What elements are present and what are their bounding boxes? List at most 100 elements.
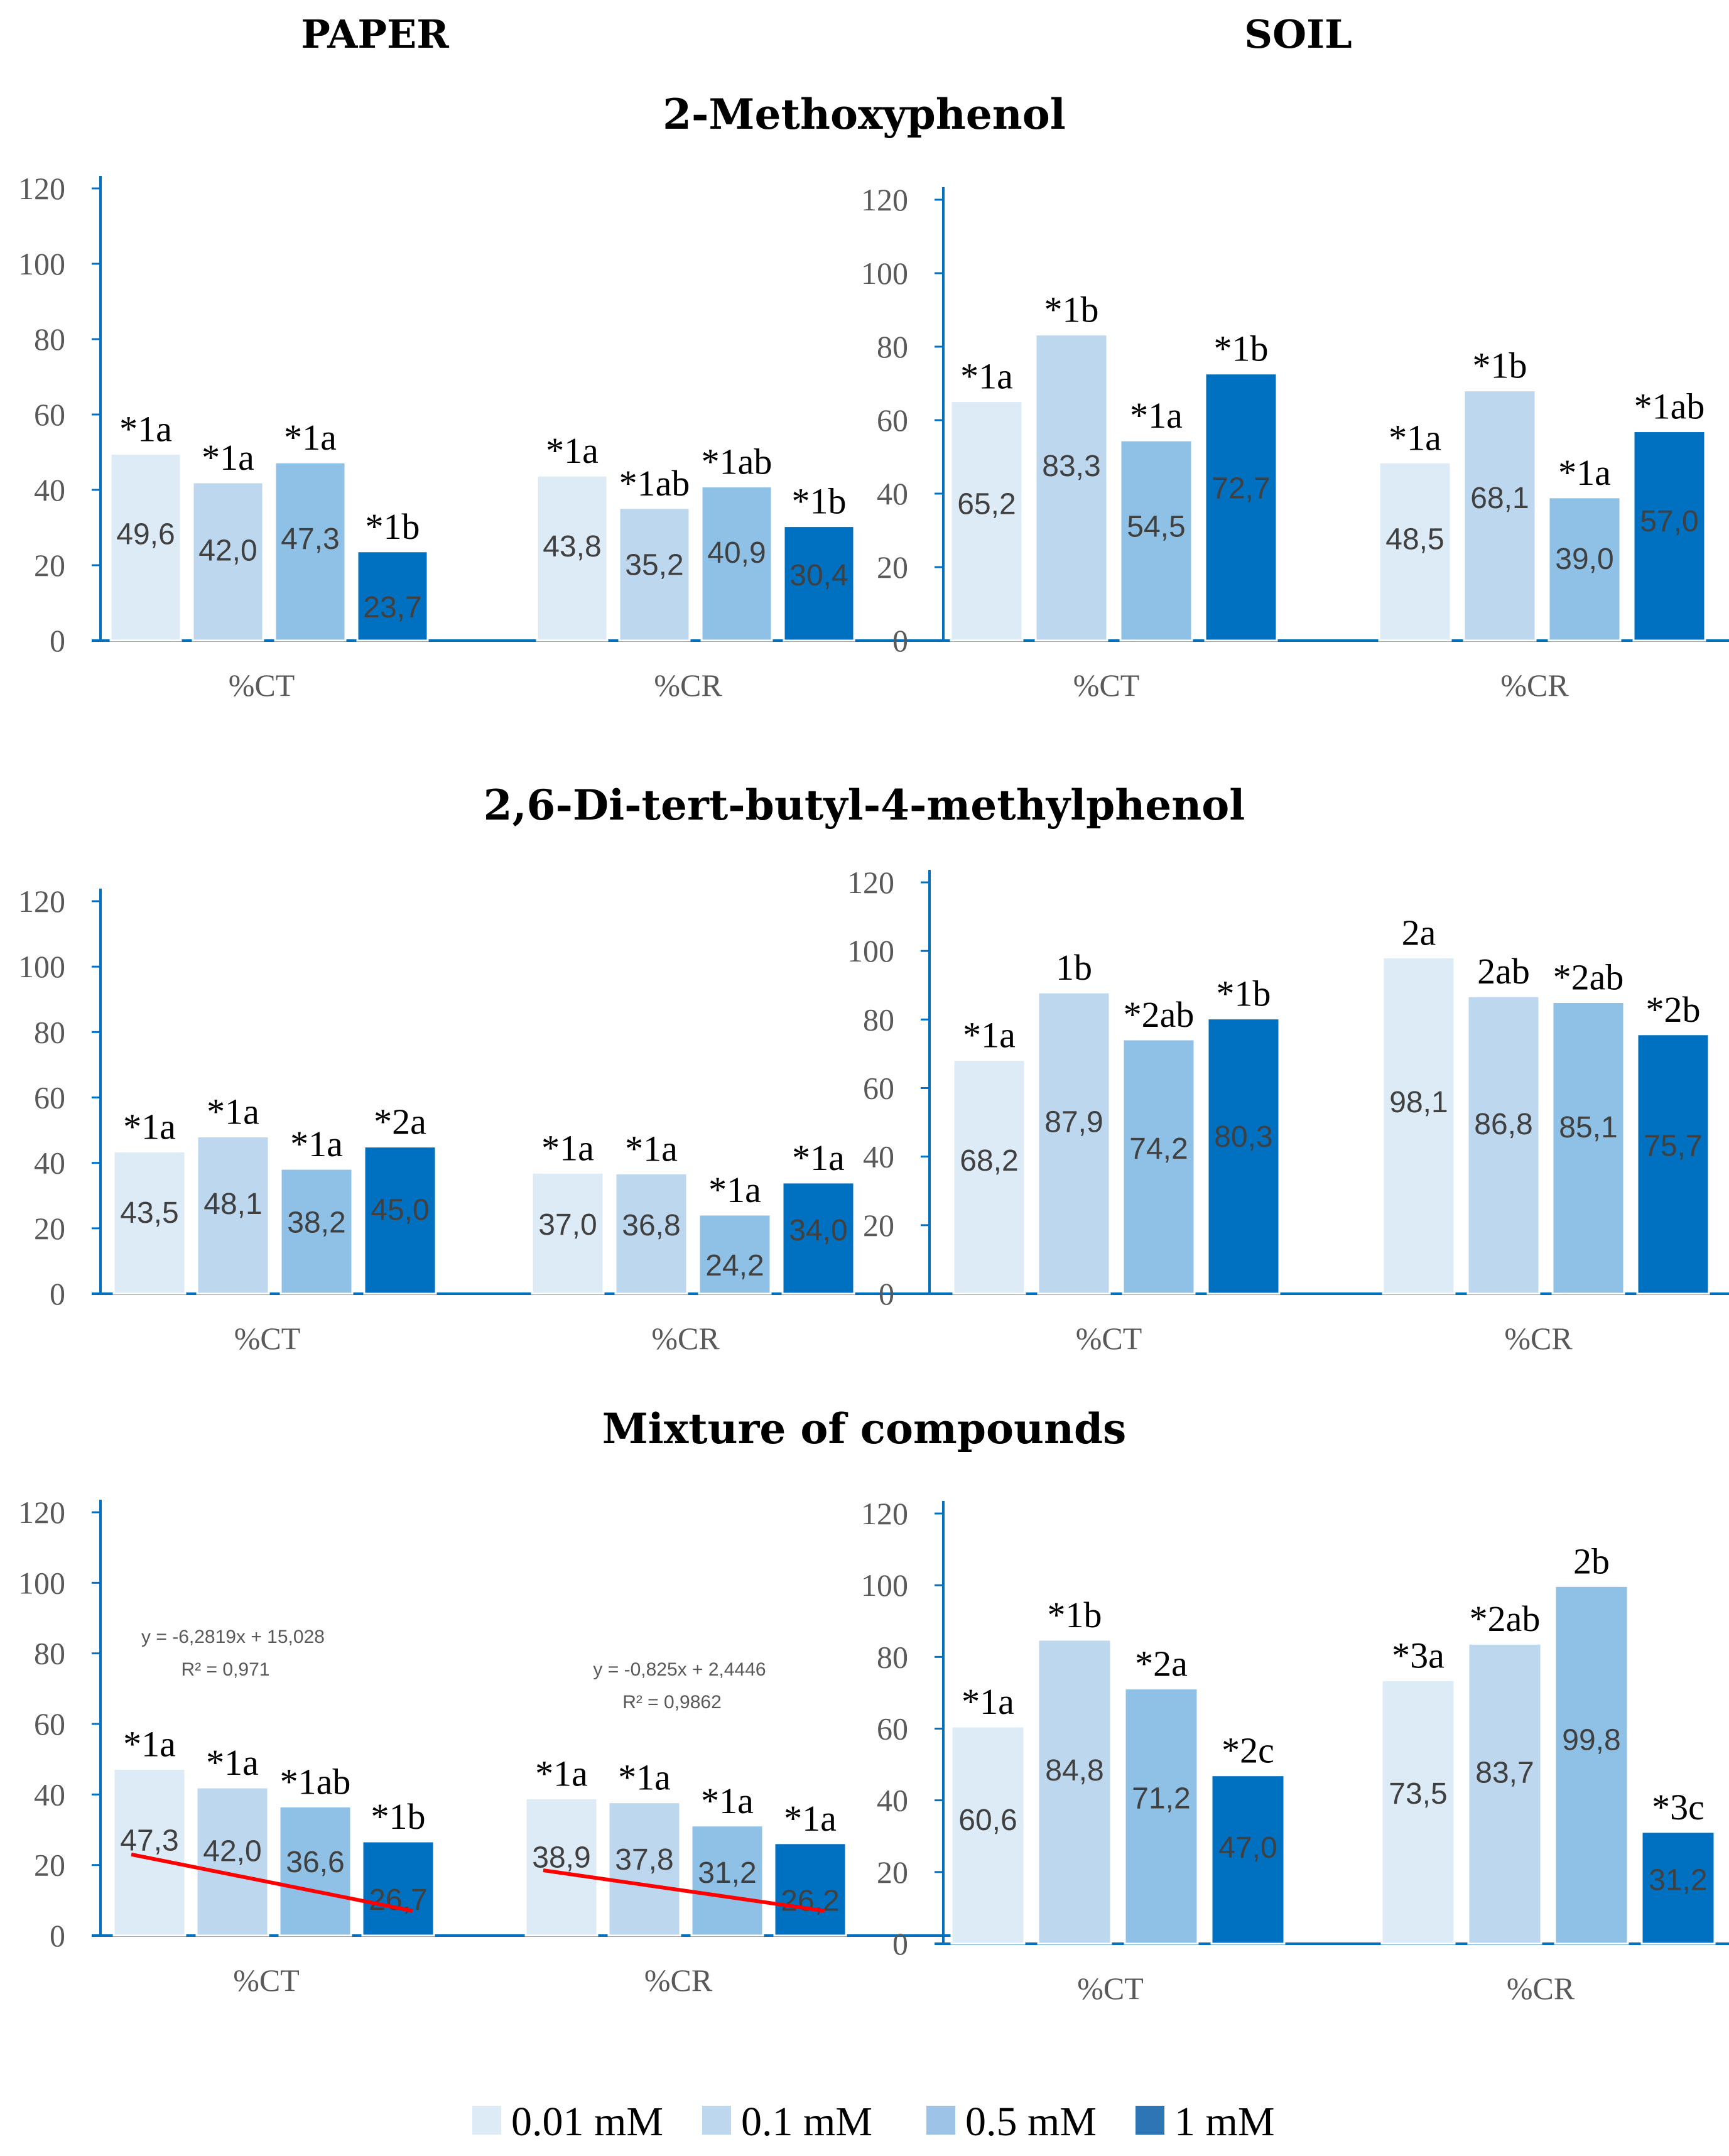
legend-label: 0.01 mM [511, 2099, 663, 2145]
y-tick-label: 80 [877, 1639, 908, 1674]
row-title-mixture: Mixture of compounds [602, 1404, 1127, 1453]
y-tick-label: 80 [863, 1002, 894, 1037]
y-tick-label: 20 [863, 1208, 894, 1243]
y-tick-label: 40 [34, 1777, 65, 1812]
y-tick-label: 120 [861, 1496, 908, 1531]
chart-panel-soil-1: 0 20 40 60 80 100 120 65,2 *1a 83,3 *1b 54,5 *1a 72,7… [861, 182, 1729, 703]
bar-cr-2 [1463, 389, 1537, 642]
significance-label: *1a [535, 1753, 588, 1794]
bar-cr-3 [1554, 1584, 1629, 1945]
significance-label: *1b [1217, 973, 1271, 1014]
value-label: 42,0 [203, 1835, 261, 1868]
bar-ct-1 [950, 400, 1024, 642]
category-label: %CT [1073, 668, 1140, 703]
charts: 0 20 40 60 80 100 120 49,6 *1a 42,0 *1a 47,3 *1a 23,7… [18, 171, 1729, 2006]
bar-ct-4 [1204, 372, 1278, 642]
bar-ct-4 [1206, 1017, 1281, 1295]
category-label: %CR [654, 668, 722, 703]
legend: 0.01 mM 0.1 mM 0.5 mM 1 mM [472, 2099, 1275, 2145]
y-tick-label: 60 [877, 1711, 908, 1747]
significance-label: *1a [202, 437, 254, 478]
significance-label: *1b [366, 506, 420, 547]
value-label: 68,2 [960, 1144, 1018, 1178]
significance-label: *1a [618, 1757, 671, 1798]
bar-cr-4 [1636, 1033, 1710, 1295]
value-label: 26,2 [781, 1884, 839, 1917]
y-tick-label: 100 [861, 1568, 908, 1603]
significance-label: *1b [1044, 290, 1099, 330]
column-title-paper: PAPER [301, 11, 449, 57]
value-label: 57,0 [1640, 505, 1698, 538]
y-tick-label: 20 [34, 1211, 65, 1246]
value-label: 86,8 [1474, 1108, 1532, 1141]
value-label: 43,5 [120, 1196, 178, 1230]
y-tick-label: 120 [847, 865, 894, 900]
bar-cr-3 [700, 485, 773, 642]
legend-swatch [926, 2106, 955, 2135]
value-label: 71,2 [1132, 1782, 1190, 1815]
legend-label: 0.5 mM [965, 2099, 1097, 2145]
row-title-bht: 2,6-Di-tert-butyl-4-methylphenol [484, 781, 1245, 830]
legend-swatch [472, 2106, 501, 2135]
bar-cr-2 [1466, 995, 1541, 1295]
value-label: 38,2 [287, 1206, 345, 1240]
bar-cr-1 [1380, 1679, 1456, 1945]
bar-ct-1 [952, 1059, 1026, 1295]
value-label: 42,0 [198, 534, 257, 567]
value-label: 36,6 [286, 1846, 344, 1879]
y-tick-label: 40 [34, 472, 65, 507]
significance-label: *1a [784, 1798, 837, 1839]
value-label: 47,3 [281, 523, 339, 556]
value-label: 49,6 [116, 517, 175, 551]
y-tick-label: 0 [892, 623, 908, 658]
significance-label: *2c [1222, 1730, 1274, 1771]
bar-cr-4 [783, 525, 855, 642]
category-label: %CR [651, 1321, 720, 1356]
y-tick-label: 60 [34, 1080, 65, 1115]
bar-ct-3 [278, 1805, 352, 1937]
category-label: %CR [644, 1963, 713, 1998]
significance-label: *1a [123, 1106, 176, 1147]
category-label: %CR [1504, 1321, 1573, 1356]
significance-label: 2ab [1477, 951, 1530, 992]
value-label: 23,7 [363, 591, 421, 624]
category-label: %CR [1507, 1971, 1575, 2006]
value-label: 48,1 [203, 1188, 262, 1221]
bar-cr-2 [1467, 1642, 1542, 1945]
significance-label: *2b [1646, 989, 1701, 1030]
y-tick-label: 0 [892, 1926, 908, 1961]
significance-label: *1a [119, 408, 172, 449]
y-tick-label: 100 [18, 246, 65, 281]
significance-label: *1a [962, 1681, 1014, 1722]
trendline [131, 1852, 413, 1913]
significance-label: *3c [1652, 1787, 1705, 1828]
bar-cr-3 [1551, 1000, 1625, 1295]
y-tick-label: 100 [18, 1565, 65, 1600]
value-label: 39,0 [1555, 543, 1613, 576]
significance-label: *1ab [702, 441, 772, 482]
bar-cr-4 [773, 1842, 847, 1937]
chart-panel-paper-2: 0 20 40 60 80 100 120 43,5 *1a 48,1 *1a 38,2 *1a 45,0… [18, 884, 955, 1356]
y-tick-label: 100 [847, 933, 894, 968]
bar-ct-2 [1037, 1639, 1112, 1945]
y-tick-label: 120 [18, 171, 65, 206]
bar-ct-2 [1034, 333, 1108, 642]
significance-label: *1b [1214, 328, 1269, 369]
significance-label: *1a [792, 1137, 845, 1178]
y-tick-label: 120 [18, 1495, 65, 1530]
significance-label: 1b [1056, 947, 1092, 988]
value-label: 99,8 [1562, 1723, 1620, 1757]
significance-label: *1a [290, 1124, 343, 1164]
significance-label: *1a [960, 356, 1013, 397]
bar-cr-2 [614, 1172, 688, 1295]
value-label: 38,9 [532, 1841, 590, 1874]
bar-ct-2 [195, 1786, 269, 1937]
y-tick-label: 40 [877, 1783, 908, 1818]
bar-cr-2 [607, 1801, 681, 1937]
y-tick-label: 60 [863, 1071, 894, 1106]
significance-label: *1a [1130, 395, 1183, 436]
significance-label: 2a [1402, 913, 1436, 953]
significance-label: *1a [625, 1128, 678, 1169]
bar-ct-1 [112, 1767, 187, 1937]
chart-panel-paper-3: 0 20 40 60 80 100 120 47,3 *1a 42,0 *1a 36,6 *1ab 26,… [18, 1495, 955, 1998]
